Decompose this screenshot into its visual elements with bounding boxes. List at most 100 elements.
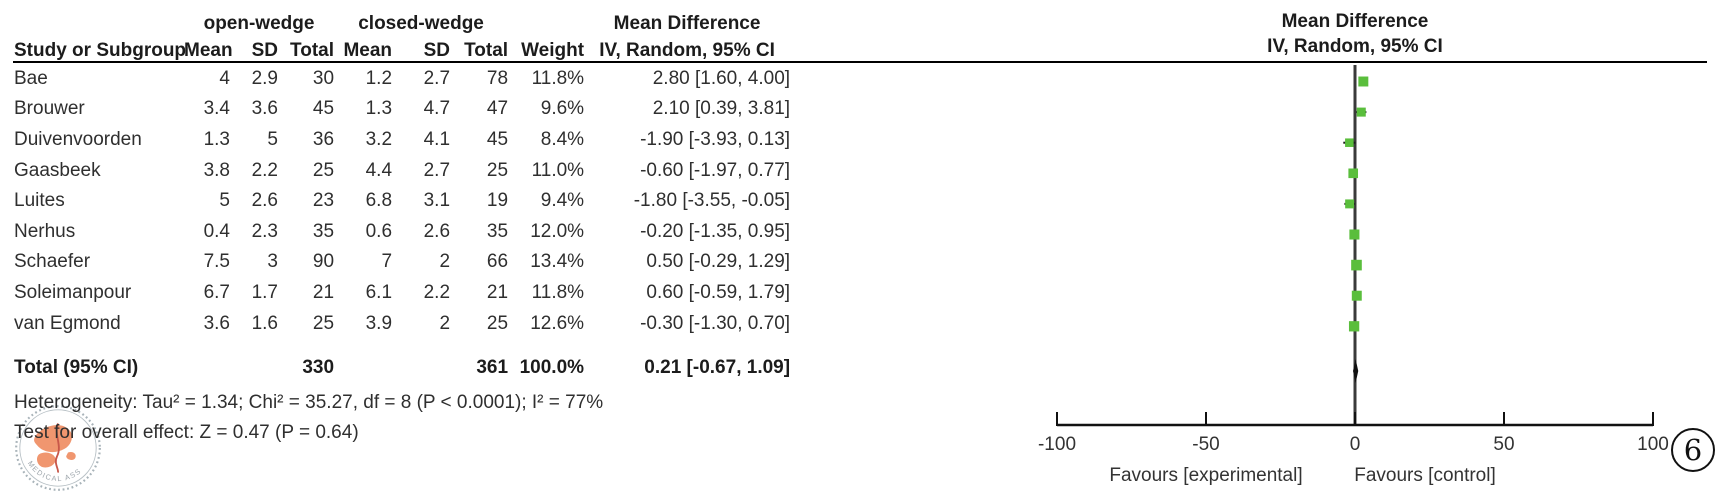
cell-sd-open: 3.6 (251, 98, 278, 120)
cell-total-closed: 35 (486, 220, 509, 242)
cell-ci-text: -0.60 [-1.97, 0.77] (640, 159, 791, 181)
cell-total-closed: 78 (486, 67, 509, 89)
cell-total-open: 35 (312, 220, 335, 242)
group-header-closed-wedge: closed-wedge (358, 12, 484, 34)
cell-sd-closed: 2.2 (423, 281, 451, 303)
cell-mean-open: 6.7 (203, 281, 230, 303)
cell-study-name: Soleimanpour (14, 281, 132, 303)
cell-ci-text: -1.80 [-3.55, -0.05] (633, 190, 791, 212)
cell-sd-open: 2.9 (251, 67, 278, 89)
cell-mean-closed: 3.2 (365, 128, 393, 150)
cell-weight: 9.4% (540, 190, 585, 212)
cell-study-name: Luites (14, 190, 65, 212)
overall-effect-text: Test for overall effect: Z = 0.47 (P = 0… (14, 422, 359, 443)
col-mean-closed: Mean (343, 40, 393, 61)
watermark-logo-icon: MEDICAL ASS (8, 398, 108, 501)
effect-marker (1351, 290, 1362, 301)
cell-mean-open: 4 (219, 67, 230, 89)
cell-sd-closed: 4.7 (423, 98, 451, 120)
cell-total-open: 90 (312, 251, 335, 273)
table-row: Brouwer 3.4 3.6 45 1.3 4.7 47 9.6% 2.10 [0.39, 3… (14, 94, 790, 125)
figure-number-badge: 6 (1671, 428, 1715, 472)
cell-total-open: 25 (312, 159, 335, 181)
cell-sd-closed: 2 (439, 251, 451, 273)
x-axis-tick-label: -50 (1192, 434, 1219, 455)
cell-total-closed: 66 (486, 251, 509, 273)
cell-total-open: 23 (312, 190, 335, 212)
effect-marker (1356, 107, 1366, 117)
cell-total-open: 45 (312, 98, 335, 120)
cell-ci-text: 0.60 [-0.59, 1.79] (646, 281, 791, 303)
cell-total-closed: 19 (486, 190, 509, 212)
cell-weight: 11.8% (531, 281, 585, 303)
table-row: Soleimanpour 6.7 1.7 21 6.1 2.2 21 11.8% 0.60 [-… (14, 277, 790, 308)
table-row: Bae 4 2.9 30 1.2 2.7 78 11.8% 2.80 [1.60, 4.00] (14, 63, 790, 94)
effect-marker (1348, 321, 1360, 332)
study-rows: Bae 4 2.9 30 1.2 2.7 78 11.8% 2.80 [1.60, 4.00] B… (14, 63, 790, 338)
group-header-open-wedge: open-wedge (203, 12, 315, 34)
cell-total-closed: 25 (486, 312, 509, 334)
cell-study-name: Bae (14, 67, 48, 89)
effect-marker (1349, 229, 1360, 240)
cell-weight: 11.0% (531, 159, 585, 181)
cell-study-name: Schaefer (14, 251, 91, 273)
cell-total-closed: 25 (486, 159, 509, 181)
col-sd-closed: SD (423, 40, 451, 61)
effect-marker (1348, 168, 1359, 179)
plot-title: Mean Difference (1282, 11, 1429, 32)
cell-sd-open: 3 (267, 251, 278, 273)
heterogeneity-text: Heterogeneity: Tau² = 1.34; Chi² = 35.27… (14, 392, 604, 413)
cell-mean-closed: 7 (381, 251, 393, 273)
table-row: Luites 5 2.6 23 6.8 3.1 19 9.4% -1.80 [-3.55, -0… (14, 185, 790, 216)
col-total-closed: Total (464, 40, 509, 61)
total-n-open: 330 (302, 357, 335, 379)
col-mean-open: Mean (184, 40, 233, 61)
cell-study-name: Duivenvoorden (14, 128, 142, 150)
cell-study-name: van Egmond (14, 312, 121, 334)
cell-study-name: Gaasbeek (14, 159, 101, 181)
effect-marker (1351, 259, 1362, 271)
cell-mean-open: 3.4 (203, 98, 230, 120)
cell-sd-closed: 2 (439, 312, 451, 334)
x-axis-tick-label: 100 (1637, 434, 1669, 455)
cell-weight: 9.6% (540, 98, 585, 120)
cell-total-closed: 47 (486, 98, 509, 120)
cell-mean-open: 5 (219, 190, 230, 212)
cell-sd-open: 2.6 (251, 190, 278, 212)
cell-mean-open: 3.6 (203, 312, 230, 334)
cell-sd-closed: 2.7 (423, 159, 451, 181)
cell-mean-closed: 0.6 (365, 220, 393, 242)
table-row: Nerhus 0.4 2.3 35 0.6 2.6 35 12.0% -0.20 [-1.35,… (14, 216, 790, 247)
cell-total-closed: 21 (486, 281, 509, 303)
cell-mean-open: 1.3 (203, 128, 230, 150)
cell-study-name: Nerhus (14, 220, 76, 242)
total-weight: 100.0% (519, 357, 585, 379)
cell-sd-open: 1.7 (251, 281, 278, 303)
cell-sd-closed: 2.7 (423, 67, 451, 89)
cell-mean-closed: 1.3 (365, 98, 393, 120)
spacer-row (14, 338, 790, 352)
table-row: Schaefer 7.5 3 90 7 2 66 13.4% 0.50 [-0.29, 1.29… (14, 247, 790, 278)
column-header-row: Study or Subgroup Mean SD Total Mean SD … (14, 38, 790, 63)
total-row: Total (95% CI) 330 361 100.0% 0.21 [-0.6… (14, 352, 790, 383)
total-n-closed: 361 (476, 357, 509, 379)
cell-total-closed: 45 (486, 128, 509, 150)
cell-mean-closed: 6.1 (365, 281, 393, 303)
forest-table: open-wedge closed-wedge Mean Difference … (14, 8, 790, 383)
cell-mean-closed: 3.9 (365, 312, 393, 334)
cell-total-open: 36 (312, 128, 335, 150)
favours-right-label: Favours [control] (1354, 465, 1496, 486)
cell-ci-text: -0.30 [-1.30, 0.70] (640, 312, 791, 334)
cell-study-name: Brouwer (14, 98, 85, 120)
group-header-mean-difference: Mean Difference (613, 12, 761, 34)
cell-weight: 8.4% (540, 128, 585, 150)
cell-mean-open: 3.8 (203, 159, 230, 181)
cell-sd-open: 2.2 (251, 159, 278, 181)
cell-ci-text: -1.90 [-3.93, 0.13] (640, 128, 791, 150)
cell-total-open: 25 (312, 312, 335, 334)
cell-mean-open: 7.5 (203, 251, 230, 273)
cell-sd-open: 5 (267, 128, 278, 150)
col-study-or-subgroup: Study or Subgroup (14, 40, 187, 61)
cell-mean-closed: 4.4 (365, 159, 393, 181)
cell-total-open: 30 (312, 67, 335, 89)
